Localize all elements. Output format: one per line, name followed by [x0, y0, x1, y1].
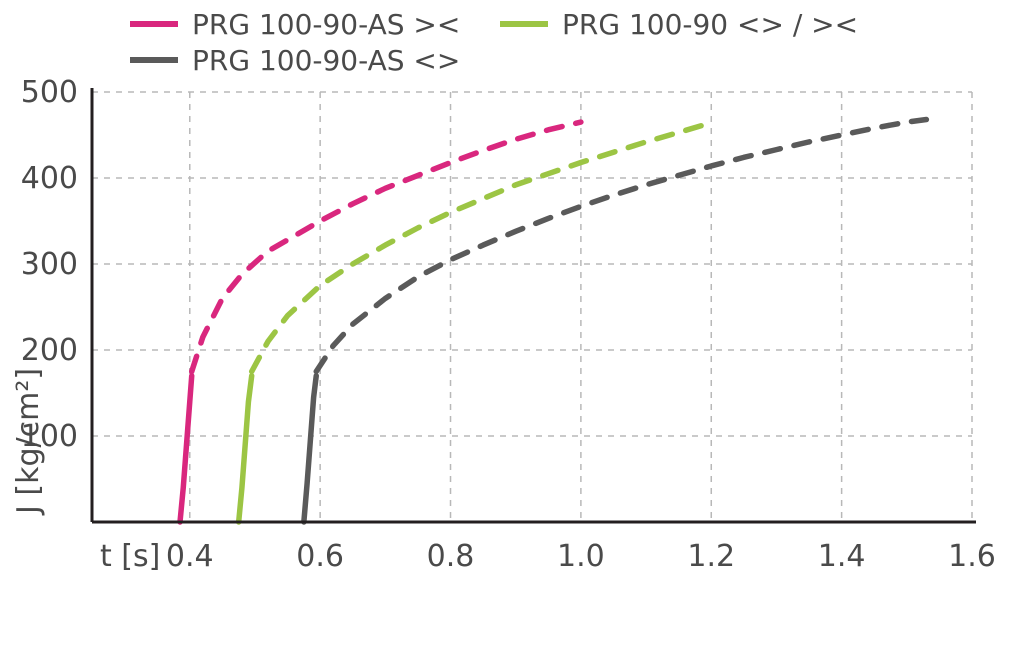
y-tick-label: 500 [21, 75, 78, 110]
y-tick-label: 200 [21, 333, 78, 368]
chart-container: 1002003004005000.40.60.81.01.21.41.6J [k… [0, 0, 1024, 660]
legend-label: PRG 100-90 <> / >< [562, 8, 858, 41]
legend-label: PRG 100-90-AS >< [192, 8, 460, 41]
x-tick-label: 0.4 [166, 539, 214, 574]
x-tick-label: 1.6 [948, 539, 996, 574]
x-tick-label: 1.4 [818, 539, 866, 574]
y-tick-label: 400 [21, 161, 78, 196]
x-tick-label: 0.8 [427, 539, 475, 574]
legend-label: PRG 100-90-AS <> [192, 44, 460, 77]
y-tick-label: 300 [21, 247, 78, 282]
y-axis-label: J [kg/cm²] [11, 368, 46, 516]
x-tick-label: 1.0 [557, 539, 605, 574]
x-tick-label: 1.2 [687, 539, 735, 574]
x-tick-label: 0.6 [296, 539, 344, 574]
x-axis-label: t [s] [100, 539, 160, 574]
line-chart: 1002003004005000.40.60.81.01.21.41.6J [k… [0, 0, 1024, 660]
